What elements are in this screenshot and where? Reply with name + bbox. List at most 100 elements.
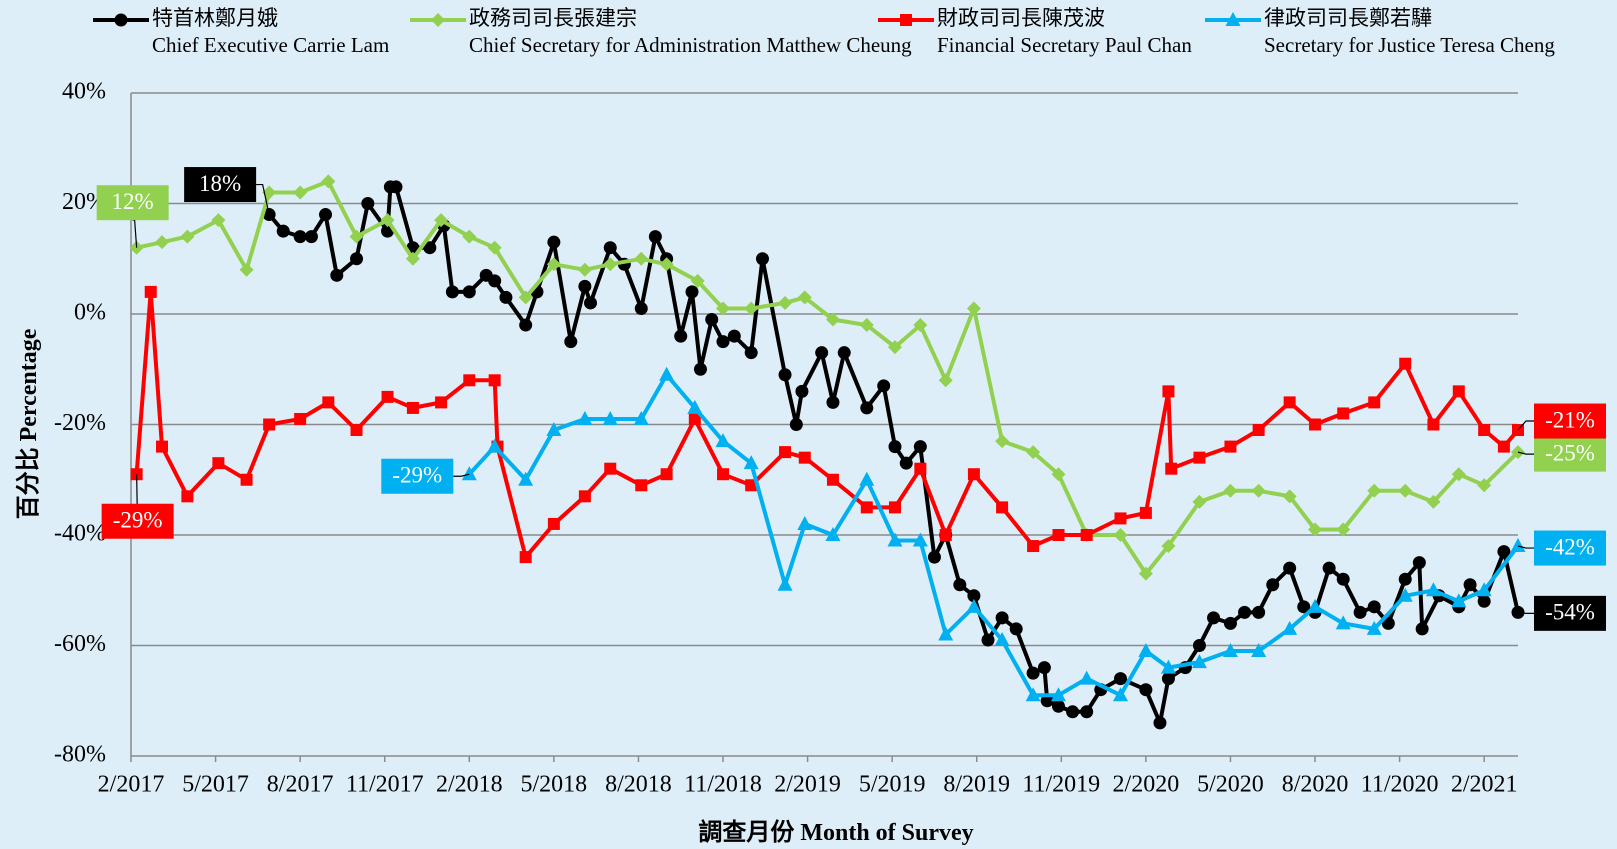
- label-box: [1534, 403, 1606, 439]
- marker: [717, 468, 730, 481]
- legend-label-en: Chief Executive Carrie Lam: [152, 33, 389, 57]
- marker: [1452, 385, 1465, 398]
- marker: [1223, 483, 1238, 498]
- marker: [1307, 598, 1323, 613]
- marker: [1161, 539, 1176, 554]
- marker: [1425, 582, 1441, 597]
- marker: [648, 230, 662, 244]
- marker: [1412, 556, 1426, 570]
- marker: [1040, 694, 1054, 708]
- marker: [660, 468, 673, 481]
- marker: [1161, 672, 1175, 686]
- marker: [1476, 582, 1492, 597]
- marker: [1027, 540, 1040, 553]
- label-box: [96, 185, 169, 221]
- marker: [1114, 672, 1128, 686]
- marker: [744, 301, 759, 316]
- marker: [981, 633, 995, 647]
- marker: [1114, 512, 1127, 525]
- marker: [322, 396, 335, 409]
- marker: [1252, 424, 1265, 437]
- marker: [953, 578, 967, 592]
- marker: [1353, 605, 1367, 619]
- marker: [1080, 705, 1094, 719]
- marker: [837, 346, 851, 360]
- marker: [634, 251, 649, 266]
- marker: [778, 295, 793, 310]
- series-line: [467, 372, 1520, 698]
- marker: [860, 401, 874, 415]
- marker: [755, 252, 769, 266]
- marker: [577, 262, 592, 277]
- marker: [1497, 545, 1511, 559]
- marker: [180, 229, 195, 244]
- marker: [1009, 622, 1023, 636]
- marker: [604, 462, 617, 475]
- marker: [1398, 483, 1413, 498]
- marker: [1192, 494, 1207, 509]
- marker: [144, 285, 157, 298]
- legend-label-en: Secretary for Justice Teresa Cheng: [1264, 33, 1555, 57]
- marker: [1510, 538, 1526, 553]
- marker: [263, 418, 276, 431]
- x-tick-label: 5/2019: [859, 772, 926, 798]
- label-leader: [1517, 451, 1534, 455]
- marker: [687, 399, 703, 414]
- x-tick-label: 11/2020: [1361, 772, 1439, 798]
- label-leader: [1517, 545, 1534, 549]
- marker: [1162, 385, 1175, 398]
- marker: [518, 290, 533, 305]
- marker: [547, 517, 560, 530]
- y-axis-label-zh: 百分比: [15, 447, 42, 519]
- marker: [577, 410, 593, 425]
- value-label: -29%: [113, 508, 163, 533]
- marker: [349, 229, 364, 244]
- value-label: -29%: [392, 463, 442, 488]
- marker: [1080, 529, 1093, 541]
- marker: [860, 501, 873, 514]
- marker: [462, 285, 476, 299]
- marker: [1139, 506, 1152, 519]
- label-leader: [1517, 420, 1534, 431]
- marker: [488, 374, 501, 387]
- marker: [294, 412, 307, 425]
- x-tick-label: 11/2017: [346, 772, 424, 798]
- legend-label: 特首林鄭月娥: [152, 6, 278, 30]
- y-axis-label-en: Percentage: [16, 328, 42, 441]
- marker: [319, 208, 333, 222]
- marker: [939, 529, 952, 541]
- marker: [635, 479, 648, 492]
- series-line: [267, 184, 1520, 725]
- marker: [487, 438, 503, 453]
- marker: [293, 185, 308, 200]
- marker: [1238, 605, 1252, 619]
- marker: [887, 340, 902, 355]
- marker: [1426, 494, 1441, 509]
- x-tick-label: 5/2018: [521, 772, 588, 798]
- marker: [1223, 616, 1237, 630]
- marker: [912, 532, 928, 547]
- marker: [727, 329, 741, 343]
- marker: [1138, 566, 1153, 581]
- marker: [1451, 593, 1467, 608]
- marker: [603, 257, 618, 272]
- marker: [995, 611, 1009, 625]
- marker: [461, 466, 477, 481]
- marker: [462, 229, 477, 244]
- marker: [1266, 578, 1280, 592]
- label-box: [1534, 530, 1606, 566]
- marker: [276, 224, 290, 238]
- x-tick-label: 8/2018: [605, 772, 672, 798]
- marker: [967, 468, 980, 481]
- marker: [1165, 462, 1178, 475]
- label-leader: [1517, 611, 1534, 614]
- marker: [1051, 467, 1066, 482]
- marker: [406, 401, 419, 414]
- marker: [777, 576, 793, 591]
- marker: [1478, 424, 1491, 437]
- marker: [1192, 639, 1206, 652]
- marker: [1251, 483, 1266, 498]
- value-label: -21%: [1545, 407, 1595, 432]
- x-tick-label: 5/2020: [1197, 772, 1264, 798]
- marker: [789, 418, 803, 431]
